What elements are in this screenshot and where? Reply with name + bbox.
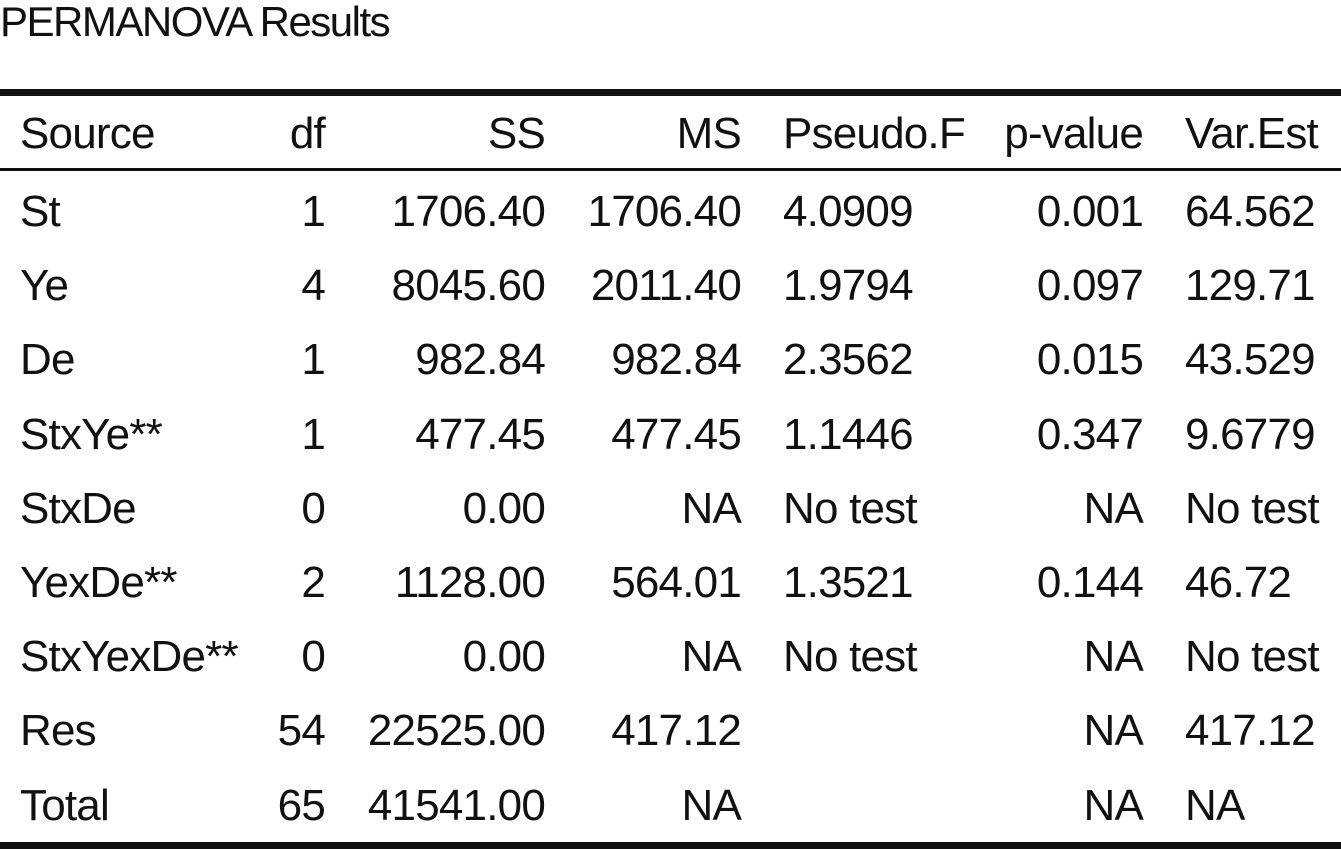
table-cell: 477.45 [611, 409, 742, 459]
table-cell: 1.3521 [783, 558, 914, 607]
table-cell: 1.9794 [783, 261, 914, 311]
table-cell: Ye [20, 261, 69, 311]
table-cell: St [20, 187, 61, 236]
table-cell: 982.84 [611, 335, 742, 385]
table-cell: NA [681, 780, 741, 830]
table-cell: 2 [301, 558, 325, 607]
table-cell: StxYe** [20, 409, 163, 459]
table-cell: 64.562 [1185, 187, 1316, 236]
table-cell: 1706.40 [587, 187, 742, 236]
table-cell: StxDe [20, 483, 137, 533]
table-cell: 0.00 [462, 483, 546, 533]
column-header: SS [487, 109, 546, 158]
table-cell: No test [783, 483, 918, 533]
table-cell: 65 [277, 780, 326, 830]
table-cell: NA [1083, 780, 1143, 830]
table-cell: Total [20, 780, 110, 830]
column-header: MS [676, 109, 742, 158]
table-cell: 0.015 [1036, 335, 1144, 385]
table-cell: 0.001 [1036, 187, 1144, 236]
table-cell: 1 [301, 187, 325, 236]
table-cell: 982.84 [415, 335, 546, 385]
table-cell: 129.71 [1185, 261, 1316, 311]
table-cell: 43.529 [1185, 335, 1316, 385]
table-cell: 1.1446 [783, 409, 914, 459]
table-cell: No test [783, 632, 918, 682]
table-cell: NA [681, 483, 741, 533]
table-cell: NA [1083, 632, 1143, 682]
table-cell: 0.097 [1036, 261, 1144, 311]
bottom-rule [0, 842, 1341, 849]
table-cell: YexDe** [20, 558, 177, 607]
table-cell: 2011.40 [590, 261, 742, 311]
table-cell: 0.347 [1036, 409, 1144, 459]
table-cell: 2.3562 [783, 335, 914, 385]
table-cell: 1706.40 [391, 187, 546, 236]
table-cell: 1 [301, 409, 325, 459]
table-cell: Res [20, 706, 97, 756]
column-header: df [289, 109, 326, 158]
column-header: Source [20, 109, 155, 158]
table-cell: 1128.00 [394, 558, 546, 607]
table-cell: 564.01 [611, 558, 742, 607]
table-cell: 8045.60 [391, 261, 546, 311]
table-cell: 4.0909 [783, 187, 914, 236]
table-cell: 417.12 [1185, 706, 1316, 756]
table-cell: 46.72 [1185, 558, 1292, 607]
column-header: p-value [1004, 109, 1144, 158]
table-cell: 9.6779 [1185, 409, 1316, 459]
table-cell: 477.45 [415, 409, 546, 459]
table-cell: 4 [301, 261, 325, 311]
table-cell: 0 [301, 483, 325, 533]
table-cell: 54 [277, 706, 326, 756]
table-cell: 0.00 [462, 632, 546, 682]
table-cell: No test [1185, 632, 1320, 682]
table-cell: 417.12 [611, 706, 742, 756]
table-cell: NA [1083, 483, 1143, 533]
table-cell: 0 [301, 632, 325, 682]
table-cell: 0.144 [1036, 558, 1144, 607]
table-cell: 41541.00 [367, 780, 546, 830]
table-cell: No test [1185, 483, 1320, 533]
table-cell: StxYexDe** [20, 632, 239, 682]
header-rule [0, 168, 1341, 171]
table-cell: NA [681, 632, 741, 682]
column-header: Pseudo.F [783, 109, 966, 158]
title: PERMANOVA Results [0, 0, 391, 45]
column-header: Var.Est [1185, 109, 1319, 158]
table-cell: NA [1185, 780, 1245, 830]
top-rule [0, 89, 1341, 96]
table-cell: 22525.00 [367, 706, 546, 756]
table-cell: NA [1083, 706, 1143, 756]
table-cell: De [20, 335, 75, 385]
table-cell: 1 [301, 335, 325, 385]
